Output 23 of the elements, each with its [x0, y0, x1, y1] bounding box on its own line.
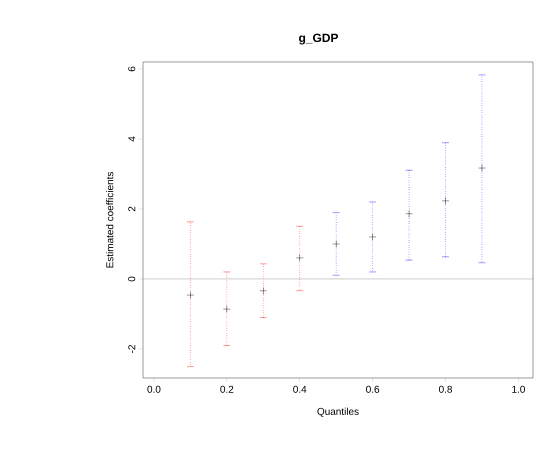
y-tick-label: -2 — [128, 345, 136, 353]
point — [260, 287, 267, 295]
y-tick-label: 0 — [128, 276, 136, 282]
x-axis-title: Quantiles — [317, 408, 359, 417]
point — [405, 210, 413, 218]
point — [296, 254, 304, 262]
point — [478, 164, 486, 172]
y-tick-label: 4 — [128, 136, 136, 142]
point — [368, 233, 376, 241]
x-tick-label: 1.0 — [512, 386, 525, 393]
point — [223, 305, 231, 313]
x-tick-label: 0.6 — [366, 386, 380, 393]
x-tick-label: 0.8 — [438, 386, 452, 393]
x-tick-label: 0.0 — [147, 386, 160, 393]
chart-title: g_GDP — [299, 34, 338, 44]
y-axis-title: Estimated coefficients — [106, 172, 114, 268]
x-tick-label: 0.4 — [293, 386, 306, 393]
point — [186, 291, 194, 299]
x-tick-label: 0.2 — [220, 386, 234, 393]
point — [332, 240, 340, 248]
y-tick-label: 2 — [128, 206, 136, 212]
point — [442, 197, 450, 205]
y-tick-label: 6 — [128, 66, 136, 72]
